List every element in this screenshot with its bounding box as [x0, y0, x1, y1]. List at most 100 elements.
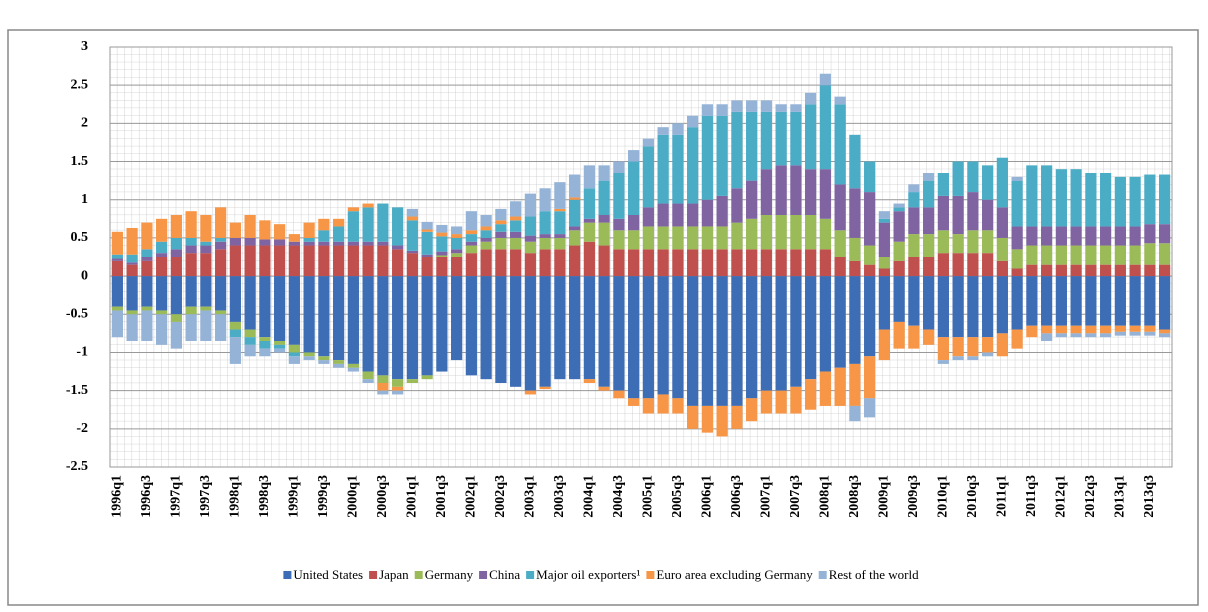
bar-segment — [1070, 264, 1082, 277]
bar-segment — [672, 276, 684, 399]
bar-segment — [1070, 169, 1082, 227]
bar-segment — [318, 356, 330, 361]
x-tick-label: 2013q3 — [1142, 475, 1157, 518]
bar-segment — [436, 255, 448, 257]
legend-label: China — [489, 567, 520, 582]
bar-segment — [451, 234, 463, 238]
bar-segment — [200, 306, 212, 311]
bar-segment — [185, 276, 197, 307]
bar-segment — [480, 226, 492, 231]
bar-segment — [1114, 245, 1126, 265]
bar-segment — [893, 260, 905, 277]
bar-segment — [1085, 325, 1097, 334]
bar-segment — [701, 276, 713, 406]
bar-segment — [1041, 165, 1053, 227]
bar-segment — [244, 344, 256, 357]
bar-segment — [274, 276, 286, 341]
bar-segment — [1114, 331, 1126, 336]
bar-segment — [775, 249, 787, 277]
bar-segment — [642, 207, 654, 227]
x-tick-label: 1996q3 — [139, 475, 154, 518]
bar-segment — [1026, 165, 1038, 227]
y-tick-label: -2 — [76, 421, 88, 436]
bar-segment — [362, 245, 374, 277]
legend-label: Euro area excluding Germany — [656, 567, 813, 582]
bar-segment — [790, 215, 802, 250]
legend: United States Japan Germany China Major oil … — [283, 567, 919, 582]
bar-segment — [1144, 325, 1156, 332]
bar-segment — [111, 306, 123, 311]
bar-segment — [893, 203, 905, 208]
x-tick-label: 2004q3 — [611, 475, 626, 518]
bar-segment — [569, 276, 581, 380]
bar-segment — [288, 276, 300, 345]
bar-segment — [156, 314, 168, 345]
bar-segment — [539, 249, 551, 277]
bar-segment — [185, 306, 197, 315]
bar-segment — [952, 337, 964, 357]
bar-segment — [229, 237, 241, 246]
bar-segment — [687, 203, 699, 227]
bar-segment — [229, 276, 241, 322]
x-tick-label: 2008q1 — [818, 475, 833, 518]
bar-segment — [569, 245, 581, 277]
bar-segment — [406, 250, 418, 254]
bar-segment — [819, 276, 831, 372]
bar-segment — [952, 276, 964, 338]
bar-segment — [834, 230, 846, 257]
bar-segment — [1026, 226, 1038, 246]
bar-segment — [170, 276, 182, 315]
bar-segment — [1070, 245, 1082, 265]
bar-segment — [333, 363, 345, 368]
bar-segment — [805, 104, 817, 170]
bar-segment — [687, 115, 699, 128]
bar-segment — [1085, 333, 1097, 338]
bar-segment — [259, 337, 271, 341]
bar-segment — [952, 234, 964, 254]
x-tick-label: 1998q3 — [257, 475, 272, 518]
bar-segment — [333, 360, 345, 364]
bar-segment — [200, 276, 212, 307]
x-tick-label: 2005q1 — [641, 475, 656, 518]
bar-segment — [524, 276, 536, 391]
y-tick-label: 1 — [81, 192, 88, 207]
bar-segment — [288, 234, 300, 242]
bar-segment — [362, 203, 374, 208]
bar-segment — [200, 241, 212, 246]
bar-segment — [1070, 325, 1082, 334]
bar-segment — [1055, 333, 1067, 338]
legend-swatch — [526, 571, 535, 579]
bar-segment — [982, 230, 994, 254]
bar-segment — [1011, 180, 1023, 227]
bar-segment — [421, 221, 433, 230]
bar-segment — [495, 220, 507, 225]
bar-segment — [569, 174, 581, 198]
bar-segment — [613, 230, 625, 250]
bar-segment — [613, 390, 625, 399]
bar-segment — [259, 341, 271, 349]
bar-segment — [480, 276, 492, 380]
bar-segment — [141, 260, 153, 277]
bar-segment — [510, 216, 522, 221]
bar-segment — [465, 245, 477, 254]
bar-segment — [760, 276, 772, 391]
bar-segment — [554, 182, 566, 209]
bar-segment — [996, 237, 1008, 261]
bar-segment — [524, 216, 536, 236]
bar-segment — [451, 249, 463, 254]
bar-segment — [805, 379, 817, 410]
x-tick-label: 2007q1 — [759, 475, 774, 518]
bar-segment — [937, 360, 949, 364]
y-tick-label: 3 — [81, 39, 88, 54]
bar-segment — [1114, 176, 1126, 227]
bar-segment — [111, 310, 123, 338]
bar-segment — [982, 337, 994, 353]
bar-segment — [392, 379, 404, 387]
bar-segment — [1011, 226, 1023, 250]
bar-segment — [642, 276, 654, 399]
bar-segment — [569, 199, 581, 227]
bar-segment — [908, 234, 920, 257]
bar-segment — [436, 276, 448, 372]
legend-label: United States — [293, 567, 363, 582]
bar-segment — [819, 85, 831, 170]
